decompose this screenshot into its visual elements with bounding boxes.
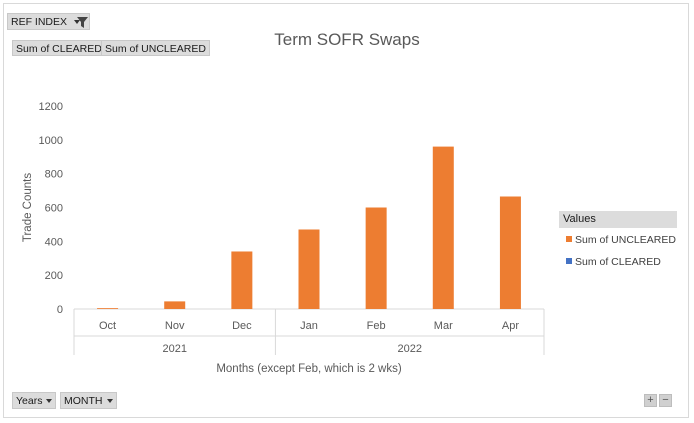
chart-frame: [3, 3, 689, 418]
y-tick-label: 200: [45, 270, 63, 282]
y-axis-label: Trade Counts: [22, 173, 34, 242]
bar-mar: [432, 146, 454, 309]
x-tick-label: Oct: [99, 320, 116, 332]
bar-apr: [499, 196, 521, 309]
legend-label-cleared: Sum of CLEARED: [575, 256, 661, 268]
sum-of-cleared-label: Sum of CLEARED: [16, 43, 102, 55]
sum-of-uncleared-button[interactable]: Sum of UNCLEARED: [101, 40, 210, 56]
x-axis-label: Months (except Feb, which is 2 wks): [216, 363, 402, 375]
bar-dec: [231, 251, 253, 309]
funnel-icon: [77, 17, 88, 28]
legend-swatch-uncleared: [566, 236, 572, 242]
chevron-down-icon: [73, 20, 80, 25]
legend-item-cleared[interactable]: Sum of CLEARED: [566, 256, 661, 268]
legend-swatch-cleared: [566, 258, 572, 264]
y-tick-label: 0: [57, 304, 63, 316]
x-tick-label: Nov: [165, 320, 185, 332]
chevron-down-icon: [46, 399, 53, 404]
x-group-label: 2022: [397, 343, 421, 355]
y-tick-label: 800: [45, 169, 63, 181]
month-axis-button[interactable]: MONTH: [60, 392, 117, 409]
y-tick-label: 1000: [39, 135, 63, 147]
y-tick-label: 1200: [39, 101, 63, 113]
zoom-out-button[interactable]: −: [659, 394, 672, 407]
chevron-down-icon: [106, 399, 113, 404]
bar-jan: [298, 229, 320, 309]
y-tick-label: 400: [45, 236, 63, 248]
years-label: Years: [16, 395, 43, 407]
legend-label-uncleared: Sum of UNCLEARED: [575, 234, 676, 246]
bar-feb: [365, 207, 387, 309]
month-label: MONTH: [64, 395, 103, 407]
x-tick-label: Jan: [300, 320, 318, 332]
years-axis-button[interactable]: Years: [12, 392, 57, 409]
x-tick-label: Feb: [367, 320, 386, 332]
bar-nov: [164, 301, 186, 309]
x-tick-label: Apr: [502, 320, 519, 332]
y-tick-label: 600: [45, 203, 63, 215]
zoom-in-button[interactable]: +: [644, 394, 657, 407]
legend-title: Values: [559, 211, 677, 228]
x-group-label: 2021: [162, 343, 186, 355]
legend-item-uncleared[interactable]: Sum of UNCLEARED: [566, 234, 676, 246]
sum-of-uncleared-label: Sum of UNCLEARED: [105, 43, 206, 55]
ref-index-filter-button[interactable]: REF INDEX: [7, 13, 90, 30]
bar-oct: [97, 308, 119, 309]
ref-index-label: REF INDEX: [11, 16, 68, 28]
x-tick-label: Dec: [232, 320, 252, 332]
chart-title: Term SOFR Swaps: [274, 30, 420, 49]
x-tick-label: Mar: [434, 320, 453, 332]
